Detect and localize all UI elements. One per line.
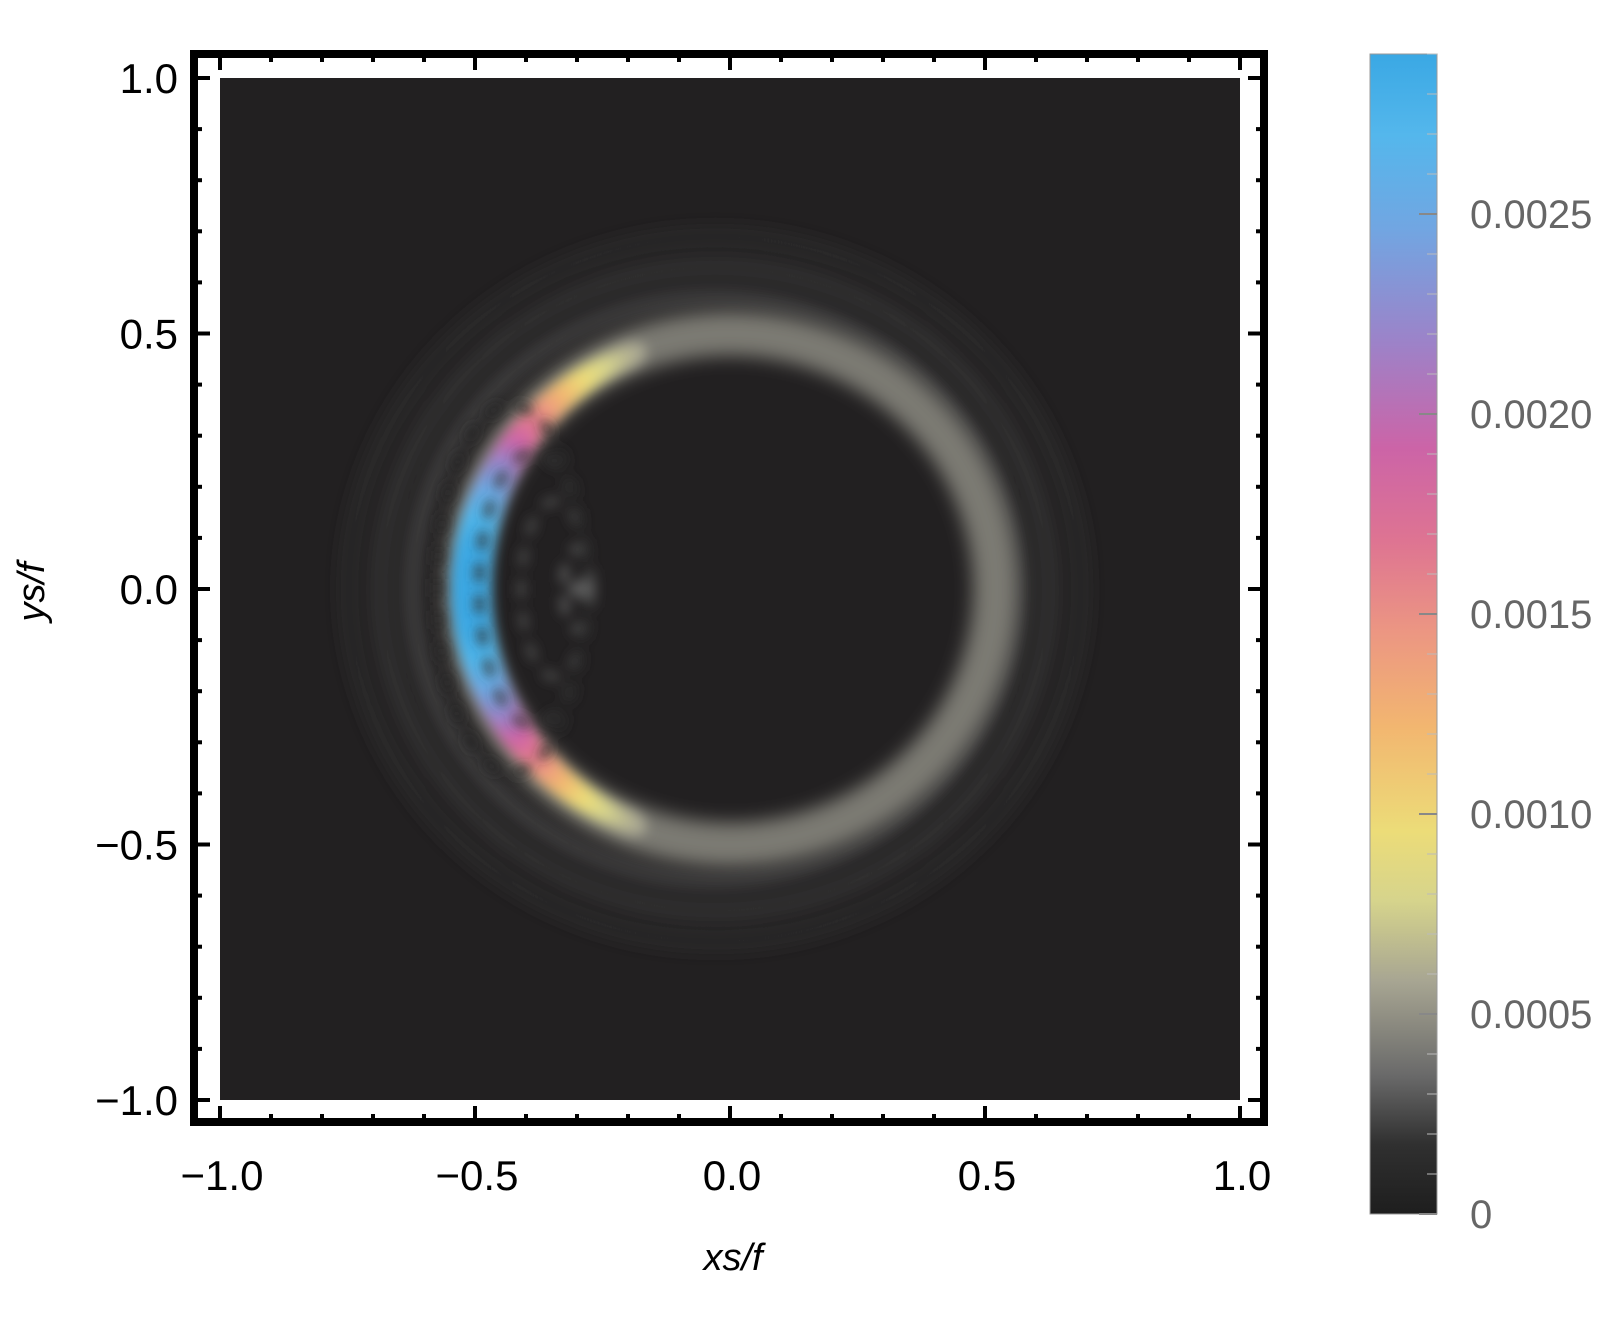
x-tick-label: −0.5 [436,1152,519,1199]
heatmap-field [342,230,1087,948]
y-axis-tick-labels: −1.0 −0.5 0.0 0.5 1.0 [95,55,178,1124]
x-tick-label: 0.5 [958,1152,1016,1199]
y-tick-label: −1.0 [95,1077,178,1124]
x-axis-tick-labels: −1.0 −0.5 0.0 0.5 1.0 [181,1152,1272,1199]
inner-spot [568,580,597,598]
y-tick-label: 0.5 [120,311,178,358]
colorbar-tick-label: 0 [1470,1193,1492,1237]
x-tick-label: 1.0 [1213,1152,1271,1199]
y-tick-label: 0.0 [120,566,178,613]
colorbar-tick-label: 0.0005 [1470,993,1592,1037]
y-tick-label: −0.5 [95,822,178,869]
colorbar [1369,53,1438,1215]
colorbar-tick-label: 0.0015 [1470,593,1592,637]
colorbar-tick-label: 0.0020 [1470,393,1592,437]
fringe-ring [374,261,1055,917]
x-axis-title: xs/f [701,1237,766,1279]
fringe-ring [342,230,1087,948]
inner-fringes [433,401,597,777]
x-tick-label: 0.0 [703,1152,761,1199]
x-tick-label: −1.0 [181,1152,264,1199]
colorbar-tick-labels: 0 0.0005 0.0010 0.0015 0.0020 0.0025 [1470,193,1592,1237]
heatmap-background [220,78,1240,1100]
y-tick-label: 1.0 [120,55,178,102]
colorbar-ticks [1419,53,1437,1215]
colorbar-tick-label: 0.0025 [1470,193,1592,237]
axis-ticks [194,54,1264,1122]
y-axis-title: ys/f [11,559,53,625]
colorbar-tick-label: 0.0010 [1470,793,1592,837]
crescent-segment [450,567,491,611]
